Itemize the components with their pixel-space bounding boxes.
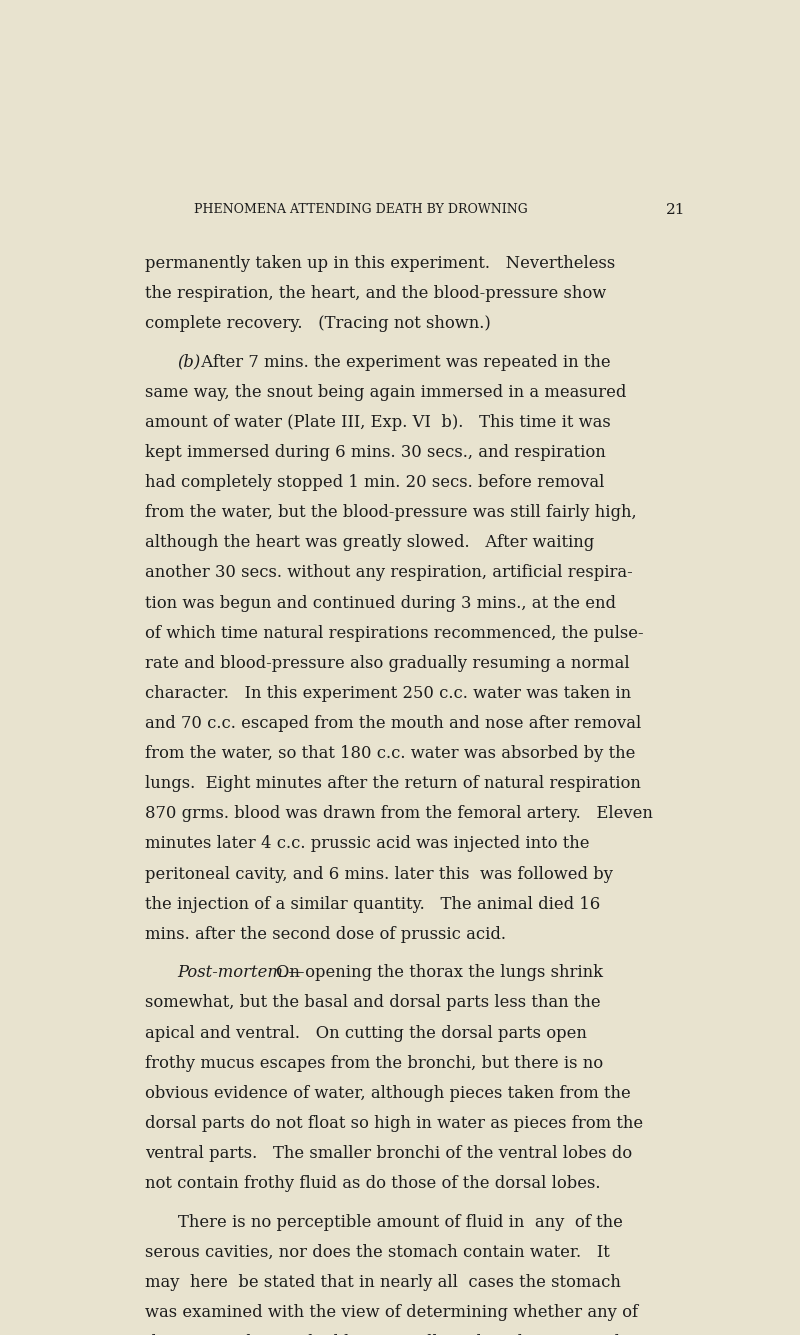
Text: peritoneal cavity, and 6 mins. later this  was followed by: peritoneal cavity, and 6 mins. later thi… <box>146 865 614 882</box>
Text: ventral parts.   The smaller bronchi of the ventral lobes do: ventral parts. The smaller bronchi of th… <box>146 1145 632 1161</box>
Text: although the heart was greatly slowed.   After waiting: although the heart was greatly slowed. A… <box>146 534 594 551</box>
Text: same way, the snout being again immersed in a measured: same way, the snout being again immersed… <box>146 383 626 400</box>
Text: from the water, so that 180 c.c. water was absorbed by the: from the water, so that 180 c.c. water w… <box>146 745 636 762</box>
Text: character.   In this experiment 250 c.c. water was taken in: character. In this experiment 250 c.c. w… <box>146 685 631 702</box>
Text: permanently taken up in this experiment.   Nevertheless: permanently taken up in this experiment.… <box>146 255 615 272</box>
Text: the injection of a similar quantity.   The animal died 16: the injection of a similar quantity. The… <box>146 896 601 913</box>
Text: 870 grms. blood was drawn from the femoral artery.   Eleven: 870 grms. blood was drawn from the femor… <box>146 805 653 822</box>
Text: had completely stopped 1 min. 20 secs. before removal: had completely stopped 1 min. 20 secs. b… <box>146 474 605 491</box>
Text: complete recovery.   (Tracing not shown.): complete recovery. (Tracing not shown.) <box>146 315 491 332</box>
Text: 21: 21 <box>666 203 685 218</box>
Text: On opening the thorax the lungs shrink: On opening the thorax the lungs shrink <box>276 964 603 981</box>
Text: the respiration, the heart, and the blood-pressure show: the respiration, the heart, and the bloo… <box>146 284 606 302</box>
Text: (b): (b) <box>178 354 201 371</box>
Text: tion was begun and continued during 3 mins., at the end: tion was begun and continued during 3 mi… <box>146 594 616 611</box>
Text: lungs.  Eight minutes after the return of natural respiration: lungs. Eight minutes after the return of… <box>146 776 641 792</box>
Text: somewhat, but the basal and dorsal parts less than the: somewhat, but the basal and dorsal parts… <box>146 995 601 1012</box>
Text: not contain frothy fluid as do those of the dorsal lobes.: not contain frothy fluid as do those of … <box>146 1175 601 1192</box>
Text: apical and ventral.   On cutting the dorsal parts open: apical and ventral. On cutting the dorsa… <box>146 1024 587 1041</box>
Text: rate and blood-pressure also gradually resuming a normal: rate and blood-pressure also gradually r… <box>146 654 630 672</box>
Text: kept immersed during 6 mins. 30 secs., and respiration: kept immersed during 6 mins. 30 secs., a… <box>146 445 606 461</box>
Text: Post-mortem.—: Post-mortem.— <box>178 964 305 981</box>
Text: of which time natural respirations recommenced, the pulse-: of which time natural respirations recom… <box>146 625 644 642</box>
Text: and 70 c.c. escaped from the mouth and nose after removal: and 70 c.c. escaped from the mouth and n… <box>146 716 642 732</box>
Text: There is no perceptible amount of fluid in  any  of the: There is no perceptible amount of fluid … <box>178 1214 622 1231</box>
Text: obvious evidence of water, although pieces taken from the: obvious evidence of water, although piec… <box>146 1085 631 1101</box>
Text: mins. after the second dose of prussic acid.: mins. after the second dose of prussic a… <box>146 925 506 943</box>
Text: frothy mucus escapes from the bronchi, but there is no: frothy mucus escapes from the bronchi, b… <box>146 1055 603 1072</box>
Text: from the water, but the blood-pressure was still fairly high,: from the water, but the blood-pressure w… <box>146 505 637 521</box>
Text: may  here  be stated that in nearly all  cases the stomach: may here be stated that in nearly all ca… <box>146 1274 621 1291</box>
Text: amount of water (Plate III, Exp. VI  b).   This time it was: amount of water (Plate III, Exp. VI b). … <box>146 414 611 431</box>
Text: was examined with the view of determining whether any of: was examined with the view of determinin… <box>146 1304 638 1322</box>
Text: After 7 mins. the experiment was repeated in the: After 7 mins. the experiment was repeate… <box>195 354 610 371</box>
Text: another 30 secs. without any respiration, artificial respira-: another 30 secs. without any respiration… <box>146 565 633 582</box>
Text: minutes later 4 c.c. prussic acid was injected into the: minutes later 4 c.c. prussic acid was in… <box>146 836 590 853</box>
Text: PHENOMENA ATTENDING DEATH BY DROWNING: PHENOMENA ATTENDING DEATH BY DROWNING <box>194 203 527 216</box>
Text: dorsal parts do not float so high in water as pieces from the: dorsal parts do not float so high in wat… <box>146 1115 643 1132</box>
Text: serous cavities, nor does the stomach contain water.   It: serous cavities, nor does the stomach co… <box>146 1244 610 1260</box>
